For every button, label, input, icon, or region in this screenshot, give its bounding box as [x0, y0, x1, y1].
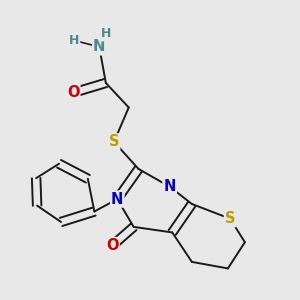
Text: S: S	[225, 211, 236, 226]
Text: H: H	[100, 27, 111, 40]
Text: N: N	[93, 39, 106, 54]
Text: O: O	[67, 85, 80, 100]
Text: H: H	[69, 34, 79, 47]
Text: N: N	[164, 179, 176, 194]
Text: H: H	[69, 34, 79, 47]
Text: H: H	[100, 27, 111, 40]
Text: S: S	[109, 134, 119, 149]
Text: N: N	[111, 192, 124, 207]
Text: O: O	[106, 238, 118, 253]
